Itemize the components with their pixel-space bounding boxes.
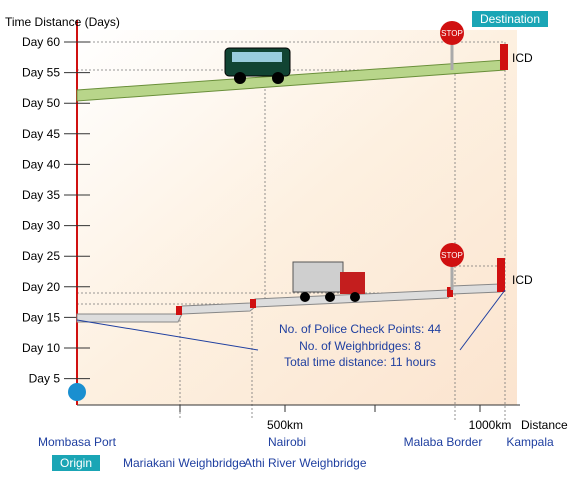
origin: Origin [60,456,92,470]
x-label: 1000km [469,418,512,432]
note: Total time distance: 11 hours [284,355,436,369]
axes [77,405,520,412]
x-label: Distance [521,418,568,432]
y-label: Day 25 [22,249,60,263]
y-label: Day 50 [22,96,60,110]
note: No. of Weighbridges: 8 [299,339,421,353]
destination: Destination [480,12,540,26]
place: Nairobi [268,435,306,449]
place: Malaba Border [404,435,483,449]
icd-label: ICD [512,51,533,65]
y-label: Day 35 [22,188,60,202]
note: No. of Police Check Points: 44 [279,322,441,336]
axis-title: Time Distance (Days) [5,15,120,29]
y-label: Day 40 [22,157,60,171]
y-label: Day 45 [22,127,60,141]
stop: STOP [441,29,463,38]
y-label: Day 5 [29,372,61,386]
y-label: Day 10 [22,341,60,355]
diagram: Day 60 Day 55 Day 50 Day 45 Day 40 Day 35 Day … [0,0,574,483]
y-label: Day 20 [22,280,60,294]
stop: STOP [441,251,463,260]
icd-label: ICD [512,273,533,287]
upper-end [500,44,508,70]
anchor-icon [68,383,86,401]
place: Kampala [506,435,554,449]
place: Mariakani Weighbridge [123,456,246,470]
y-label: Day 15 [22,310,60,324]
y-label: Day 60 [22,35,60,49]
x-label: 500km [267,418,303,432]
place: Athi River Weighbridge [244,456,367,470]
y-label: Day 55 [22,66,60,80]
y-label: Day 30 [22,219,60,233]
place: Mombasa Port [38,435,117,449]
